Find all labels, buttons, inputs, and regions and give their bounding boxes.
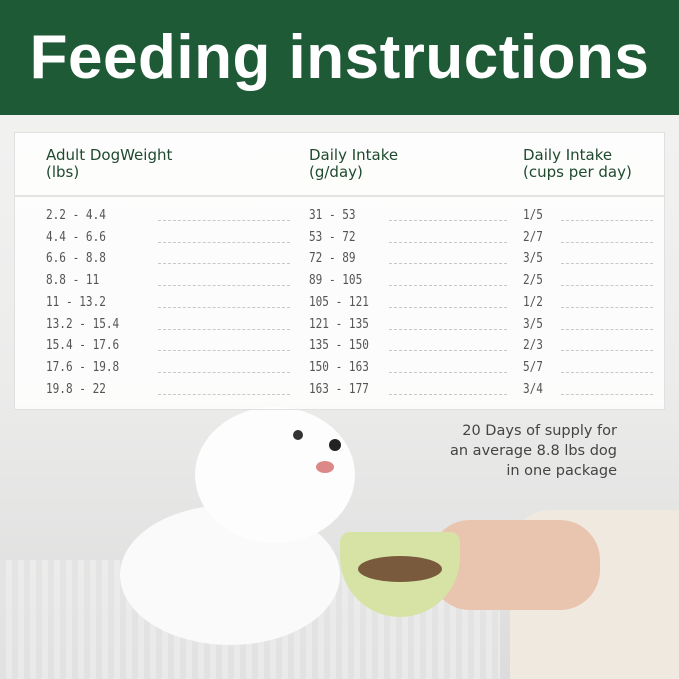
table-cell: 72 - 89 xyxy=(309,251,356,267)
table-cell: 13.2 - 15.4 xyxy=(46,316,120,332)
header-weight: Adult DogWeight (lbs) xyxy=(46,147,172,181)
note-line: an average 8.8 lbs dog xyxy=(450,443,617,459)
table-row: 8.8 - 11 89 - 105 2/5 xyxy=(15,273,664,294)
dashed-leader xyxy=(389,328,507,330)
table-cell: 31 - 53 xyxy=(309,208,356,223)
dashed-leader xyxy=(158,220,290,221)
note-line: in one package xyxy=(506,463,617,479)
table-cell: 11 - 13.2 xyxy=(46,294,106,310)
table-cell: 2/3 xyxy=(523,338,543,354)
table-header: Adult DogWeight (lbs) Daily Intake (g/day)… xyxy=(15,133,664,197)
table-cell: 5/7 xyxy=(523,359,543,375)
table-cell: 105 - 121 xyxy=(309,294,369,310)
supply-note: 20 Days of supply for an average 8.8 lbs… xyxy=(450,421,617,481)
table-cell: 121 - 135 xyxy=(309,316,369,332)
dashed-leader xyxy=(561,285,653,287)
table-row: 6.6 - 8.8 72 - 89 3/5 xyxy=(15,251,664,272)
table-row: 19.8 - 22 163 - 177 3/4 xyxy=(15,382,664,403)
dashed-leader xyxy=(158,241,290,243)
table-row: 13.2 - 15.4 121 - 135 3/5 xyxy=(15,317,664,338)
header-line: Daily Intake xyxy=(309,146,399,164)
feeding-table: Adult DogWeight (lbs) Daily Intake (g/day)… xyxy=(14,132,665,410)
table-row: 17.6 - 19.8 150 - 163 5/7 xyxy=(15,360,664,381)
dashed-leader xyxy=(561,220,653,221)
table-cell: 163 - 177 xyxy=(309,381,369,397)
dashed-leader xyxy=(389,220,507,221)
header-line: Adult DogWeight xyxy=(46,146,173,164)
header-line: Daily Intake xyxy=(523,146,613,164)
title-banner: Feeding instructions xyxy=(0,0,679,115)
dashed-leader xyxy=(158,306,290,308)
table-cell: 135 - 150 xyxy=(309,338,369,354)
dashed-leader xyxy=(389,306,507,308)
table-row: 15.4 - 17.6 135 - 150 2/3 xyxy=(15,338,664,359)
table-row: 2.2 - 4.4 31 - 53 1/5 xyxy=(15,208,664,229)
dashed-leader xyxy=(561,393,653,395)
dashed-leader xyxy=(389,371,507,373)
header-line: (cups per day) xyxy=(523,163,632,181)
dog-food xyxy=(358,556,442,582)
header-cups: Daily Intake (cups per day) xyxy=(523,147,632,181)
page-title: Feeding instructions xyxy=(29,23,650,92)
dashed-leader xyxy=(158,350,290,352)
dog-photo xyxy=(120,407,355,645)
dashed-leader xyxy=(158,328,290,330)
table-cell: 4.4 - 6.6 xyxy=(46,229,106,245)
table-cell: 89 - 105 xyxy=(309,273,363,289)
dashed-leader xyxy=(389,263,507,265)
dashed-leader xyxy=(158,263,290,265)
table-cell: 15.4 - 17.6 xyxy=(46,338,120,354)
table-cell: 2/5 xyxy=(523,273,543,289)
table-cell: 3/5 xyxy=(523,316,543,332)
dashed-leader xyxy=(561,371,653,373)
header-grams: Daily Intake (g/day) xyxy=(309,147,398,181)
table-cell: 6.6 - 8.8 xyxy=(46,251,106,267)
dashed-leader xyxy=(561,241,653,243)
dashed-leader xyxy=(389,241,507,243)
dashed-leader xyxy=(561,350,653,352)
dashed-leader xyxy=(389,393,507,395)
table-cell: 1/2 xyxy=(523,294,543,310)
table-row: 11 - 13.2 105 - 121 1/2 xyxy=(15,295,664,316)
dashed-leader xyxy=(158,285,290,287)
dashed-leader xyxy=(561,328,653,330)
dashed-leader xyxy=(561,306,653,308)
note-line: 20 Days of supply for xyxy=(462,423,617,439)
dashed-leader xyxy=(389,350,507,352)
table-cell: 2/7 xyxy=(523,229,543,245)
table-cell: 3/5 xyxy=(523,251,543,267)
table-cell: 2.2 - 4.4 xyxy=(46,208,106,223)
table-cell: 1/5 xyxy=(523,208,543,223)
dashed-leader xyxy=(158,393,290,395)
header-line: (g/day) xyxy=(309,163,363,181)
table-cell: 3/4 xyxy=(523,381,543,397)
table-cell: 53 - 72 xyxy=(309,229,356,245)
table-cell: 17.6 - 19.8 xyxy=(46,359,120,375)
dashed-leader xyxy=(389,285,507,287)
table-row: 4.4 - 6.6 53 - 72 2/7 xyxy=(15,230,664,251)
header-line: (lbs) xyxy=(46,163,80,181)
dashed-leader xyxy=(158,371,290,373)
dashed-leader xyxy=(561,263,653,265)
table-cell: 150 - 163 xyxy=(309,359,369,375)
table-cell: 8.8 - 11 xyxy=(46,273,100,289)
table-cell: 19.8 - 22 xyxy=(46,381,106,397)
